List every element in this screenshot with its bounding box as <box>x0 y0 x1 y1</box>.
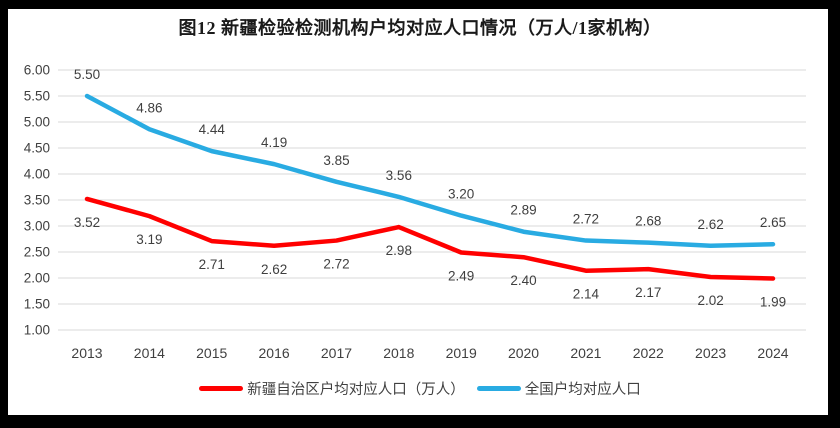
x-axis-tick-label: 2020 <box>508 345 539 361</box>
data-label-xinjiang-2022: 2.17 <box>635 285 661 300</box>
series-line-national <box>84 93 776 249</box>
data-label-national-2019: 3.20 <box>448 187 474 202</box>
y-axis-tick-label: 5.00 <box>24 115 50 130</box>
data-label-national-2022: 2.68 <box>635 214 661 229</box>
data-label-national-2015: 4.44 <box>199 122 226 137</box>
x-axis-tick-label: 2022 <box>633 345 664 361</box>
frame-border-bottom <box>0 415 840 428</box>
data-label-xinjiang-2016: 2.62 <box>261 262 287 277</box>
data-label-xinjiang-2021: 2.14 <box>573 287 600 302</box>
y-axis-tick-label: 2.50 <box>24 245 50 260</box>
data-label-national-2013: 5.50 <box>74 67 100 82</box>
series-line-xinjiang <box>84 196 776 281</box>
data-label-national-2020: 2.89 <box>510 203 536 218</box>
y-axis-tick-label: 5.50 <box>24 89 50 104</box>
data-label-xinjiang-2017: 2.72 <box>323 257 349 272</box>
y-axis-tick-label: 4.50 <box>24 141 50 156</box>
data-label-national-2018: 3.56 <box>386 168 412 183</box>
frame-border-right <box>828 0 840 428</box>
y-axis-tick-label: 1.50 <box>24 297 50 312</box>
data-label-national-2023: 2.62 <box>697 217 723 232</box>
data-label-xinjiang-2015: 2.71 <box>199 257 225 272</box>
legend-swatch-national <box>476 386 521 391</box>
x-axis-tick-label: 2016 <box>259 345 290 361</box>
y-axis-tick-label: 3.00 <box>24 219 50 234</box>
y-axis-tick-label: 1.00 <box>24 323 50 338</box>
data-label-xinjiang-2018: 2.98 <box>386 243 412 258</box>
x-axis-tick-label: 2018 <box>383 345 414 361</box>
legend-swatch-xinjiang <box>199 386 244 391</box>
data-label-xinjiang-2014: 3.19 <box>136 232 162 247</box>
data-label-national-2024: 2.65 <box>760 215 786 230</box>
x-axis-tick-label: 2017 <box>321 345 352 361</box>
legend-label-xinjiang: 新疆自治区户均对应人口（万人） <box>247 382 465 398</box>
x-axis-tick-label: 2024 <box>757 345 788 361</box>
legend-item-xinjiang: 新疆自治区户均对应人口（万人） <box>199 378 465 399</box>
data-label-national-2014: 4.86 <box>136 100 162 115</box>
data-label-xinjiang-2024: 1.99 <box>760 295 786 310</box>
y-axis-tick-label: 6.00 <box>24 63 50 78</box>
x-axis-tick-label: 2023 <box>695 345 726 361</box>
x-axis-tick-label: 2019 <box>446 345 477 361</box>
data-label-xinjiang-2013: 3.52 <box>74 215 100 230</box>
chart-legend: 新疆自治区户均对应人口（万人） 全国户均对应人口 <box>0 378 840 399</box>
data-label-national-2016: 4.19 <box>261 135 287 150</box>
data-label-national-2021: 2.72 <box>573 212 599 227</box>
chart-title: 图12 新疆检验检测机构户均对应人口情况（万人/1家机构） <box>178 18 662 38</box>
x-axis-tick-label: 2014 <box>134 345 165 361</box>
data-label-xinjiang-2019: 2.49 <box>448 269 474 284</box>
y-axis-tick-label: 2.00 <box>24 271 50 286</box>
legend-label-national: 全国户均对应人口 <box>524 382 641 398</box>
y-axis-tick-label: 3.50 <box>24 193 50 208</box>
frame-border-top <box>0 0 840 9</box>
x-axis-tick-label: 2021 <box>570 345 601 361</box>
data-label-national-2017: 3.85 <box>323 153 349 168</box>
legend-item-national: 全国户均对应人口 <box>476 378 641 399</box>
x-axis-tick-label: 2013 <box>71 345 102 361</box>
frame-border-left <box>0 0 8 428</box>
x-axis-tick-label: 2015 <box>196 345 227 361</box>
y-axis-tick-label: 4.00 <box>24 167 50 182</box>
data-label-xinjiang-2023: 2.02 <box>697 293 723 308</box>
data-label-xinjiang-2020: 2.40 <box>510 273 536 288</box>
